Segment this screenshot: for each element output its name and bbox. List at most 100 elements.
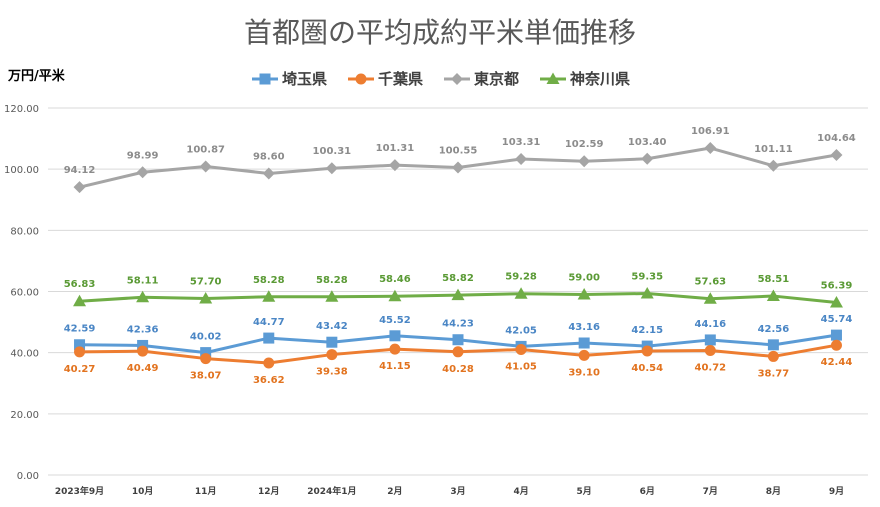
y-axis-unit-label: 万円/平米 (7, 68, 66, 84)
data-label: 42.05 (505, 325, 537, 336)
data-point-marker (704, 142, 717, 155)
y-tick-label: 0.00 (17, 471, 39, 482)
y-tick-label: 20.00 (10, 410, 39, 421)
data-label: 42.56 (758, 324, 790, 335)
data-label: 104.64 (817, 133, 856, 144)
data-label: 42.59 (64, 324, 96, 335)
data-label: 38.77 (758, 368, 790, 379)
data-label: 56.83 (64, 279, 96, 290)
legend-label: 東京都 (474, 70, 519, 88)
data-label: 41.05 (505, 361, 537, 372)
data-point-marker (703, 292, 717, 304)
data-point-marker (262, 167, 275, 180)
x-axis-ticks: 2023年9月 10月 11月 12月 2024年1月 2月 3月 4月 5月 6月 7月 8月 9月 (55, 485, 844, 497)
data-point-marker (73, 294, 87, 307)
data-label: 42.44 (821, 357, 853, 368)
data-point-marker (515, 343, 527, 355)
data-label: 58.28 (316, 275, 348, 286)
data-point-marker (263, 357, 275, 369)
x-tick-label: 5月 (577, 486, 592, 497)
data-label: 58.11 (127, 275, 159, 286)
data-point-marker (74, 346, 86, 358)
data-point-marker (452, 334, 464, 346)
x-tick-label: 7月 (703, 486, 718, 497)
data-label: 39.10 (568, 367, 600, 378)
data-point-marker (325, 162, 338, 175)
data-label: 101.11 (754, 144, 793, 155)
data-label: 43.42 (316, 321, 348, 332)
data-label: 58.82 (442, 273, 474, 284)
data-point-marker (136, 290, 150, 303)
series-神奈川県: 56.83 58.11 57.70 58.28 58.28 58.46 58.82 59.28… (64, 271, 853, 308)
data-point-marker (263, 332, 275, 344)
y-tick-label: 100.00 (4, 165, 39, 176)
data-label: 44.16 (694, 319, 726, 330)
x-tick-label: 2023年9月 (55, 485, 104, 497)
data-label: 38.07 (190, 371, 222, 382)
data-point-marker (137, 345, 149, 357)
data-label: 44.23 (442, 319, 474, 330)
data-point-marker (452, 346, 464, 358)
data-label: 39.38 (316, 367, 348, 378)
legend: 埼玉県 千葉県 東京都 神奈川県 (252, 70, 630, 88)
legend-marker (546, 72, 560, 84)
data-label: 43.16 (568, 322, 600, 333)
data-point-marker (326, 349, 338, 361)
legend-marker (355, 73, 367, 85)
legend-item: 東京都 (444, 70, 519, 88)
series-東京都: 94.12 98.99 100.87 98.60 100.31 101.31 100.55 1… (64, 126, 856, 194)
data-label: 98.60 (253, 151, 285, 162)
series-千葉県: 40.27 40.49 38.07 36.62 39.38 41.15 40.28 41.05… (64, 339, 853, 386)
data-label: 57.63 (694, 277, 726, 288)
y-tick-label: 40.00 (10, 349, 39, 360)
data-point-marker (577, 288, 591, 300)
data-label: 42.15 (631, 325, 663, 336)
data-point-marker (199, 292, 213, 304)
data-label: 106.91 (691, 126, 730, 137)
legend-item: 神奈川県 (540, 70, 630, 88)
data-point-marker (767, 159, 780, 172)
legend-item: 埼玉県 (252, 70, 327, 88)
data-label: 103.40 (628, 137, 667, 148)
data-point-marker (829, 296, 843, 308)
data-label: 58.28 (253, 275, 285, 286)
data-label: 58.46 (379, 274, 411, 285)
data-label: 100.87 (186, 145, 225, 156)
data-label: 94.12 (64, 165, 96, 176)
data-label: 40.02 (190, 332, 222, 343)
data-label: 36.62 (253, 375, 285, 386)
data-point-marker (325, 290, 339, 302)
data-point-marker (641, 152, 654, 165)
data-label: 59.35 (631, 271, 663, 282)
y-tick-label: 60.00 (10, 288, 39, 299)
data-point-marker (578, 337, 590, 349)
x-tick-label: 10月 (132, 486, 154, 497)
data-label: 40.49 (127, 363, 159, 374)
x-tick-label: 4月 (513, 486, 528, 497)
data-label: 40.54 (631, 363, 663, 374)
legend-label: 埼玉県 (282, 70, 327, 88)
data-point-marker (767, 350, 779, 362)
data-label: 103.31 (502, 137, 541, 148)
data-label: 102.59 (565, 139, 604, 150)
data-point-marker (388, 289, 402, 302)
data-label: 56.39 (821, 281, 853, 292)
data-label: 98.99 (127, 150, 159, 161)
x-tick-label: 2024年1月 (307, 485, 356, 497)
data-label: 40.72 (694, 362, 726, 373)
data-point-marker (452, 161, 464, 174)
series-lines: 42.59 42.36 40.02 44.77 43.42 45.52 44.23 42.05… (64, 126, 856, 386)
x-tick-label: 8月 (766, 486, 781, 497)
data-point-marker (451, 288, 465, 301)
data-label: 44.77 (253, 317, 285, 328)
y-tick-label: 120.00 (4, 104, 39, 115)
data-label: 45.52 (379, 315, 411, 326)
data-point-marker (578, 155, 591, 168)
data-label: 40.27 (64, 364, 96, 375)
data-point-marker (73, 181, 86, 194)
legend-marker (259, 73, 271, 85)
data-point-marker (515, 153, 528, 166)
data-point-marker (514, 287, 528, 299)
data-point-marker (262, 290, 276, 302)
